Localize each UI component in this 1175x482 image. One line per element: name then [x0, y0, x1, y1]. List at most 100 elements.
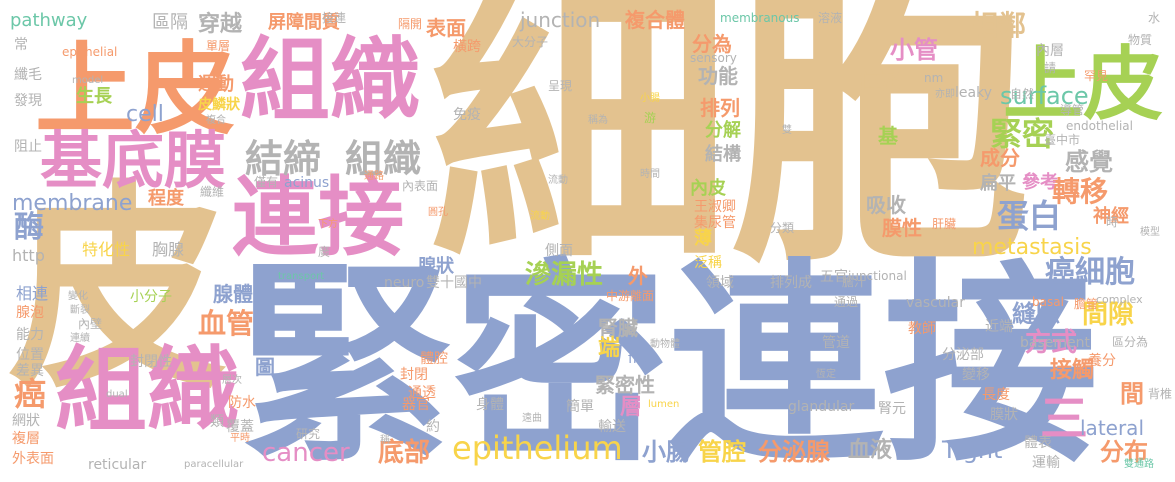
word: 位置: [16, 347, 44, 363]
word: 類: [210, 414, 224, 430]
word: 發現: [14, 93, 42, 109]
word: 參考: [1022, 172, 1058, 193]
word: 橫跨: [453, 39, 481, 55]
word: 自然: [1010, 87, 1035, 101]
word: 分為: [692, 32, 732, 56]
word: 上皮: [35, 31, 235, 148]
word: 蛋白: [997, 197, 1062, 235]
word: 差異: [16, 363, 44, 379]
word: 特化性: [82, 240, 131, 259]
word: reticular: [88, 457, 147, 473]
word: http: [12, 246, 45, 265]
word: basement: [1020, 335, 1090, 351]
word: 胸腺: [152, 240, 185, 259]
word: 身體: [476, 397, 504, 413]
word: 稱為: [588, 115, 608, 126]
word: dual: [106, 389, 128, 400]
word: membrane: [12, 191, 133, 216]
word: 血液: [848, 438, 893, 463]
word: 接觸: [1050, 358, 1095, 383]
word: 皮: [8, 162, 229, 418]
word: 血管: [198, 307, 255, 340]
word: 臺中市: [1044, 133, 1081, 147]
word: 膜性: [882, 216, 922, 240]
word: glandular: [788, 399, 855, 415]
word: 側面: [545, 243, 573, 259]
word: 斷裂: [70, 305, 90, 316]
word: 腎臟: [598, 316, 638, 340]
word: 內表面: [402, 179, 439, 193]
word: 體腔: [420, 351, 448, 367]
word: 防水: [228, 395, 256, 411]
word: 組織: [55, 337, 240, 444]
word: 複合: [206, 115, 226, 126]
word: 變移: [962, 367, 990, 383]
word: 內層: [1036, 43, 1064, 59]
word: 體表: [1024, 435, 1052, 451]
word: 緊密: [990, 115, 1055, 153]
word: 腎元: [878, 401, 906, 417]
word: Tight: [942, 436, 1003, 464]
word: paracellular: [184, 459, 244, 470]
word: 雙: [782, 125, 792, 136]
word: 集尿管: [694, 215, 736, 231]
word: 阻止: [14, 139, 42, 155]
word: 雙十國中: [426, 275, 482, 291]
word: 分布: [1100, 438, 1148, 466]
word: model: [72, 75, 104, 86]
word: 皮鱗狀: [198, 97, 240, 113]
word: 細胞: [430, 0, 1030, 302]
word: transport: [278, 271, 325, 282]
word: 感覺: [1065, 148, 1113, 176]
word: 流動: [530, 211, 550, 222]
word: 分類: [770, 221, 795, 235]
word: 膽汁: [842, 275, 867, 289]
word: 區分為: [1112, 335, 1149, 349]
word: sensory: [690, 51, 737, 65]
word: 扁平: [980, 173, 1016, 194]
word: 外表面: [12, 451, 54, 467]
word: 變化: [68, 291, 88, 302]
word: 基: [878, 124, 898, 148]
word: 端: [598, 336, 621, 361]
word: 內壁: [78, 317, 103, 331]
word: 方式: [1025, 328, 1078, 358]
word: 小腸: [640, 93, 660, 104]
word: 下方: [318, 219, 338, 230]
word: 緊密連接: [238, 240, 1098, 482]
word: 動物體: [650, 339, 680, 350]
word: 癌細胞: [1045, 255, 1135, 290]
word: 癌: [14, 375, 47, 413]
word: junction: [520, 8, 601, 32]
word: nm: [924, 71, 944, 85]
word: 能力: [16, 327, 44, 343]
word: 分解: [705, 120, 741, 141]
word: 流動: [548, 175, 568, 186]
word: 小管: [890, 36, 938, 64]
word: 管腔: [698, 438, 746, 466]
word: 模型: [1140, 227, 1160, 238]
word: 通路: [364, 171, 384, 182]
word: 教師: [908, 321, 936, 337]
word: 纖毛: [14, 67, 42, 83]
word: 層: [620, 395, 643, 420]
word: 層次: [222, 375, 242, 386]
word: 游: [644, 111, 657, 125]
word: epithelial: [62, 45, 118, 59]
word: 肝臟: [932, 217, 957, 231]
word: 背椎: [1148, 387, 1173, 401]
word: 養分: [1088, 353, 1116, 369]
word: membranous: [720, 11, 800, 25]
word: 近端: [985, 319, 1013, 335]
word: 內皮: [690, 178, 726, 199]
word: 成分: [980, 146, 1020, 170]
word: 功能: [698, 64, 738, 88]
word: 五官: [820, 269, 848, 285]
word: 膽管: [1074, 297, 1099, 311]
word: surface: [1000, 82, 1089, 110]
word: 約: [426, 419, 440, 435]
word: lumen: [648, 399, 680, 410]
word: junctional: [848, 269, 907, 283]
word: 外: [628, 264, 648, 288]
